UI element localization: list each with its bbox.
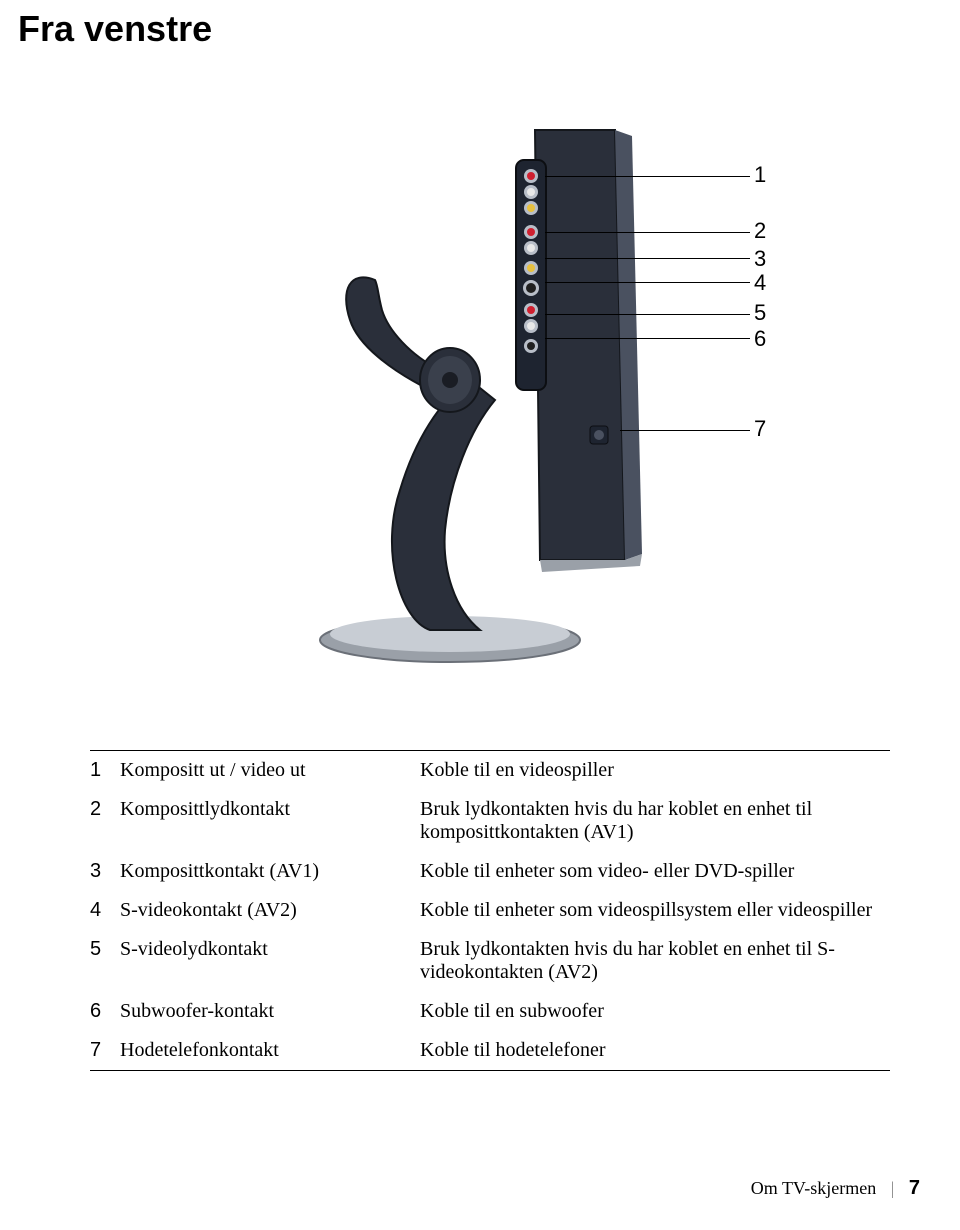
table-row: 1 Kompositt ut / video ut Koble til en v…	[90, 751, 890, 791]
footer-section: Om TV-skjermen	[751, 1178, 877, 1198]
row-term: Subwoofer-kontakt	[120, 992, 420, 1031]
row-num: 4	[90, 891, 120, 930]
callout-line-2	[545, 232, 750, 233]
callout-1: 1	[754, 162, 766, 188]
callout-line-1	[545, 176, 750, 177]
footer-separator: |	[891, 1178, 895, 1198]
table-row: 7 Hodetelefonkontakt Koble til hodetelef…	[90, 1031, 890, 1071]
row-desc: Koble til en videospiller	[420, 751, 890, 791]
row-num: 3	[90, 852, 120, 891]
table-row: 3 Komposittkontakt (AV1) Koble til enhet…	[90, 852, 890, 891]
row-term: S-videokontakt (AV2)	[120, 891, 420, 930]
page-title: Fra venstre	[18, 8, 212, 50]
callout-line-7	[620, 430, 750, 431]
connector-table: 1 Kompositt ut / video ut Koble til en v…	[90, 750, 890, 1071]
row-desc: Koble til en subwoofer	[420, 992, 890, 1031]
callout-6: 6	[754, 326, 766, 352]
callout-3: 3	[754, 246, 766, 272]
row-desc: Koble til enheter som video- eller DVD-s…	[420, 852, 890, 891]
row-num: 1	[90, 751, 120, 791]
row-num: 7	[90, 1031, 120, 1071]
row-num: 5	[90, 930, 120, 992]
row-desc: Koble til hodetelefoner	[420, 1031, 890, 1071]
row-desc: Bruk lydkontakten hvis du har koblet en …	[420, 930, 890, 992]
row-term: Komposittkontakt (AV1)	[120, 852, 420, 891]
callout-7: 7	[754, 416, 766, 442]
callout-2: 2	[754, 218, 766, 244]
table-row: 5 S-videolydkontakt Bruk lydkontakten hv…	[90, 930, 890, 992]
table-row: 2 Komposittlydkontakt Bruk lydkontakten …	[90, 790, 890, 852]
row-desc: Bruk lydkontakten hvis du har koblet en …	[420, 790, 890, 852]
table-row: 6 Subwoofer-kontakt Koble til en subwoof…	[90, 992, 890, 1031]
row-desc: Koble til enheter som videospillsystem e…	[420, 891, 890, 930]
page-footer: Om TV-skjermen | 7	[751, 1177, 920, 1200]
table-row: 4 S-videokontakt (AV2) Koble til enheter…	[90, 891, 890, 930]
callout-line-4	[545, 282, 750, 283]
row-term: Hodetelefonkontakt	[120, 1031, 420, 1071]
row-term: Komposittlydkontakt	[120, 790, 420, 852]
callout-line-5	[545, 314, 750, 315]
callout-line-6	[545, 338, 750, 339]
row-term: Kompositt ut / video ut	[120, 751, 420, 791]
footer-page-number: 7	[909, 1177, 920, 1199]
monitor-side-illustration	[280, 110, 700, 670]
row-term: S-videolydkontakt	[120, 930, 420, 992]
callout-4: 4	[754, 270, 766, 296]
row-num: 2	[90, 790, 120, 852]
row-num: 6	[90, 992, 120, 1031]
callout-line-3	[545, 258, 750, 259]
callout-5: 5	[754, 300, 766, 326]
product-figure	[0, 110, 960, 680]
